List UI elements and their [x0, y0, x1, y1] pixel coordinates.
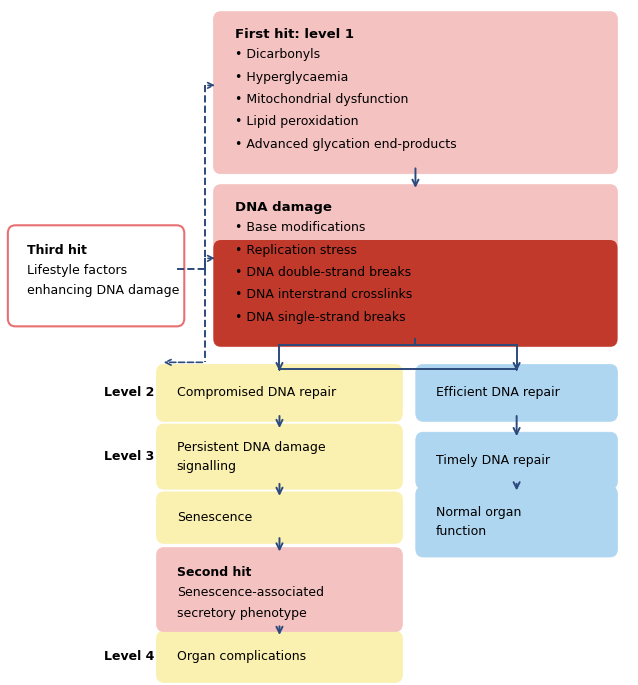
Text: Organ complications: Organ complications	[177, 650, 306, 663]
Text: Efficient DNA repair: Efficient DNA repair	[436, 386, 560, 399]
FancyBboxPatch shape	[8, 225, 184, 326]
Text: • Replication stress: • Replication stress	[235, 244, 357, 257]
Text: • DNA interstrand crosslinks: • DNA interstrand crosslinks	[235, 288, 412, 301]
FancyBboxPatch shape	[213, 12, 618, 174]
FancyBboxPatch shape	[213, 184, 618, 347]
Text: Senescence: Senescence	[177, 511, 252, 524]
Text: • DNA single-strand breaks: • DNA single-strand breaks	[235, 311, 406, 324]
Text: • Lipid peroxidation: • Lipid peroxidation	[235, 115, 359, 128]
Text: • Advanced glycation end-products: • Advanced glycation end-products	[235, 138, 457, 151]
FancyBboxPatch shape	[416, 432, 618, 489]
Text: secretory phenotype: secretory phenotype	[177, 606, 306, 619]
Text: • Base modifications: • Base modifications	[235, 221, 366, 234]
FancyBboxPatch shape	[156, 492, 403, 543]
Text: DNA damage: DNA damage	[235, 201, 332, 214]
Text: signalling: signalling	[177, 460, 237, 473]
FancyBboxPatch shape	[416, 486, 618, 557]
Text: function: function	[436, 525, 487, 538]
Text: • DNA double-strand breaks: • DNA double-strand breaks	[235, 266, 411, 279]
Text: Normal organ: Normal organ	[436, 506, 521, 519]
Text: • Mitochondrial dysfunction: • Mitochondrial dysfunction	[235, 93, 408, 106]
Text: Timely DNA repair: Timely DNA repair	[436, 454, 550, 467]
Text: Senescence-associated: Senescence-associated	[177, 586, 323, 599]
FancyBboxPatch shape	[156, 631, 403, 682]
Text: Persistent DNA damage: Persistent DNA damage	[177, 440, 325, 453]
Text: Level 3: Level 3	[105, 450, 154, 463]
Text: Lifestyle factors: Lifestyle factors	[27, 264, 127, 277]
Text: Third hit: Third hit	[27, 244, 87, 257]
FancyBboxPatch shape	[416, 364, 618, 421]
Text: First hit: level 1: First hit: level 1	[235, 28, 354, 41]
Text: • Hyperglycaemia: • Hyperglycaemia	[235, 71, 348, 84]
Text: • Dicarbonyls: • Dicarbonyls	[235, 48, 320, 61]
Text: Second hit: Second hit	[177, 566, 251, 579]
Text: Level 4: Level 4	[104, 650, 154, 663]
FancyBboxPatch shape	[156, 364, 403, 421]
FancyBboxPatch shape	[156, 424, 403, 489]
Text: enhancing DNA damage: enhancing DNA damage	[27, 284, 179, 297]
Text: Level 2: Level 2	[104, 386, 154, 399]
FancyBboxPatch shape	[156, 547, 403, 632]
FancyBboxPatch shape	[213, 240, 618, 347]
Text: Compromised DNA repair: Compromised DNA repair	[177, 386, 336, 399]
